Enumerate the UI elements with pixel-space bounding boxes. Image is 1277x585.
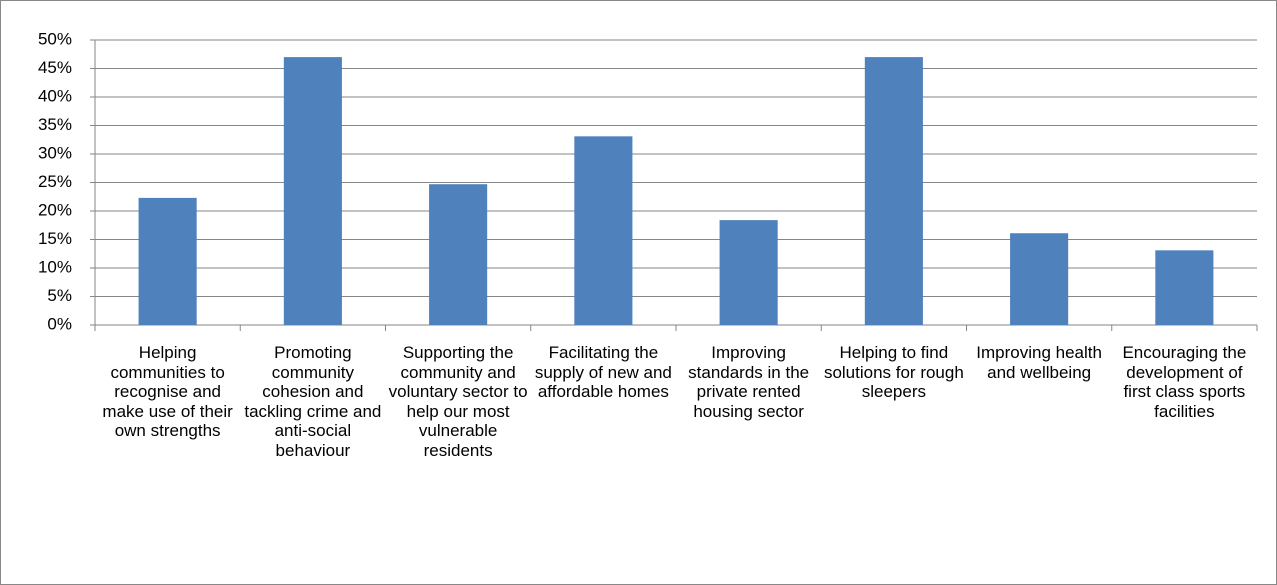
bar	[1010, 233, 1069, 325]
y-tick-label: 25%	[38, 172, 72, 191]
x-tick-label: Helping communities to recognise and mak…	[102, 343, 233, 440]
y-tick-label: 0%	[47, 314, 72, 333]
bar	[574, 136, 633, 325]
x-tick-label: Promoting community cohesion and tacklin…	[244, 343, 382, 460]
x-tick-label: Helping to find solutions for rough slee…	[823, 343, 964, 401]
y-tick-label: 15%	[38, 229, 72, 248]
x-tick-label: Supporting the community and voluntary s…	[388, 343, 528, 460]
y-tick-label: 35%	[38, 115, 72, 134]
x-tick-label: Facilitating the supply of new and affor…	[534, 343, 672, 401]
bar	[1155, 250, 1214, 325]
bar	[429, 184, 488, 325]
bar	[719, 220, 778, 325]
y-tick-label: 20%	[38, 200, 72, 219]
bar	[283, 57, 342, 325]
y-tick-label: 40%	[38, 86, 72, 105]
y-tick-label: 50%	[38, 29, 72, 48]
x-tick-label: Improving health and wellbeing	[976, 343, 1102, 382]
y-tick-label: 5%	[47, 286, 72, 305]
y-tick-label: 10%	[38, 257, 72, 276]
bar	[138, 197, 197, 325]
bar	[864, 57, 923, 325]
x-tick-label: Improving standards in the private rente…	[688, 343, 810, 421]
y-tick-label: 30%	[38, 143, 72, 162]
x-tick-label: Encouraging the development of first cla…	[1122, 343, 1247, 421]
y-tick-label: 45%	[38, 58, 72, 77]
